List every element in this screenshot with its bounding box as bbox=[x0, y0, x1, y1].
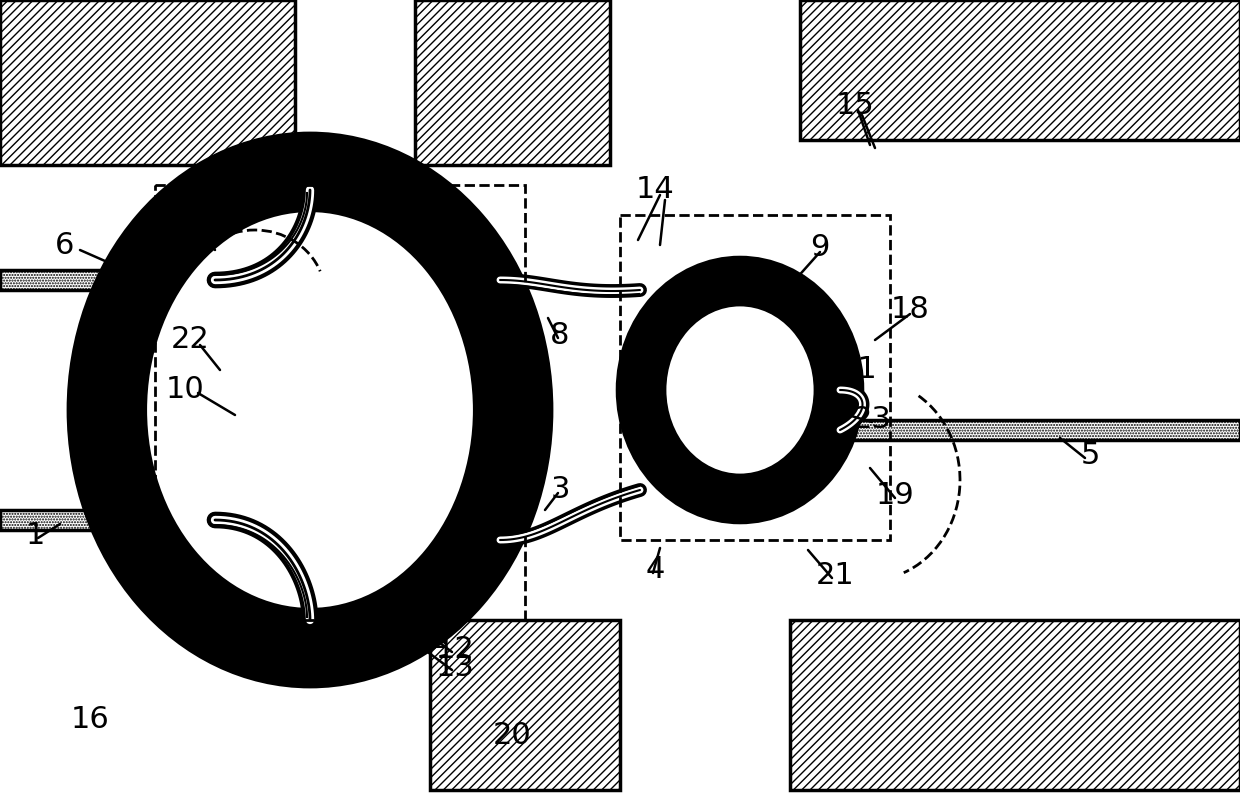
Text: 2: 2 bbox=[430, 626, 450, 654]
Text: 3: 3 bbox=[551, 476, 569, 504]
Bar bbox=[415, 0, 610, 165]
Text: 20: 20 bbox=[492, 720, 532, 750]
Text: 23: 23 bbox=[853, 406, 892, 434]
Text: 18: 18 bbox=[890, 295, 930, 325]
Text: 15: 15 bbox=[836, 91, 874, 120]
Text: 14: 14 bbox=[636, 175, 675, 205]
Bar bbox=[839, 420, 1240, 440]
Text: 19: 19 bbox=[875, 480, 914, 510]
Text: 6: 6 bbox=[56, 230, 74, 260]
Text: 21: 21 bbox=[816, 561, 854, 589]
Bar bbox=[0, 510, 215, 530]
Text: 1: 1 bbox=[25, 521, 45, 549]
Text: 22: 22 bbox=[171, 326, 210, 354]
Text: 11: 11 bbox=[838, 356, 878, 384]
Text: 12: 12 bbox=[435, 635, 475, 665]
Text: 13: 13 bbox=[435, 653, 475, 683]
Text: 8: 8 bbox=[551, 321, 569, 349]
Text: 10: 10 bbox=[166, 376, 205, 404]
Ellipse shape bbox=[665, 305, 815, 475]
Text: 5: 5 bbox=[1080, 441, 1100, 469]
Bar bbox=[800, 0, 1240, 140]
Bar bbox=[790, 620, 1240, 790]
Bar bbox=[0, 0, 295, 165]
Text: 17: 17 bbox=[156, 210, 195, 240]
Text: 4: 4 bbox=[645, 556, 665, 584]
Bar bbox=[0, 270, 215, 290]
Ellipse shape bbox=[145, 210, 475, 610]
Text: 16: 16 bbox=[71, 706, 109, 734]
Ellipse shape bbox=[632, 273, 847, 507]
Ellipse shape bbox=[95, 160, 525, 660]
Text: 9: 9 bbox=[810, 233, 830, 263]
Text: 7: 7 bbox=[361, 144, 379, 172]
Bar bbox=[430, 620, 620, 790]
Bar bbox=[620, 215, 890, 540]
Bar bbox=[155, 185, 525, 620]
